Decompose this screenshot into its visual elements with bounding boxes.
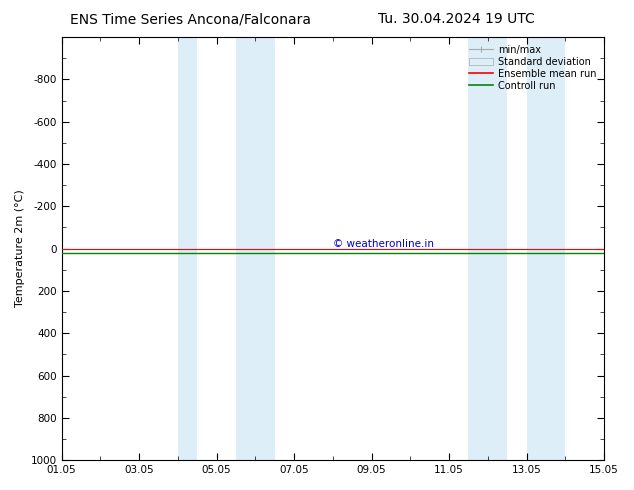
Bar (178, 37, 197, 460)
Text: © weatheronline.in: © weatheronline.in (333, 239, 434, 248)
Legend: min/max, Standard deviation, Ensemble mean run, Controll run: min/max, Standard deviation, Ensemble me… (466, 42, 599, 94)
Y-axis label: Temperature 2m (°C): Temperature 2m (°C) (15, 190, 25, 307)
Text: Tu. 30.04.2024 19 UTC: Tu. 30.04.2024 19 UTC (378, 12, 535, 26)
Text: ENS Time Series Ancona/Falconara: ENS Time Series Ancona/Falconara (70, 12, 311, 26)
Bar (236, 37, 275, 460)
Bar (527, 37, 566, 460)
Bar (469, 37, 507, 460)
